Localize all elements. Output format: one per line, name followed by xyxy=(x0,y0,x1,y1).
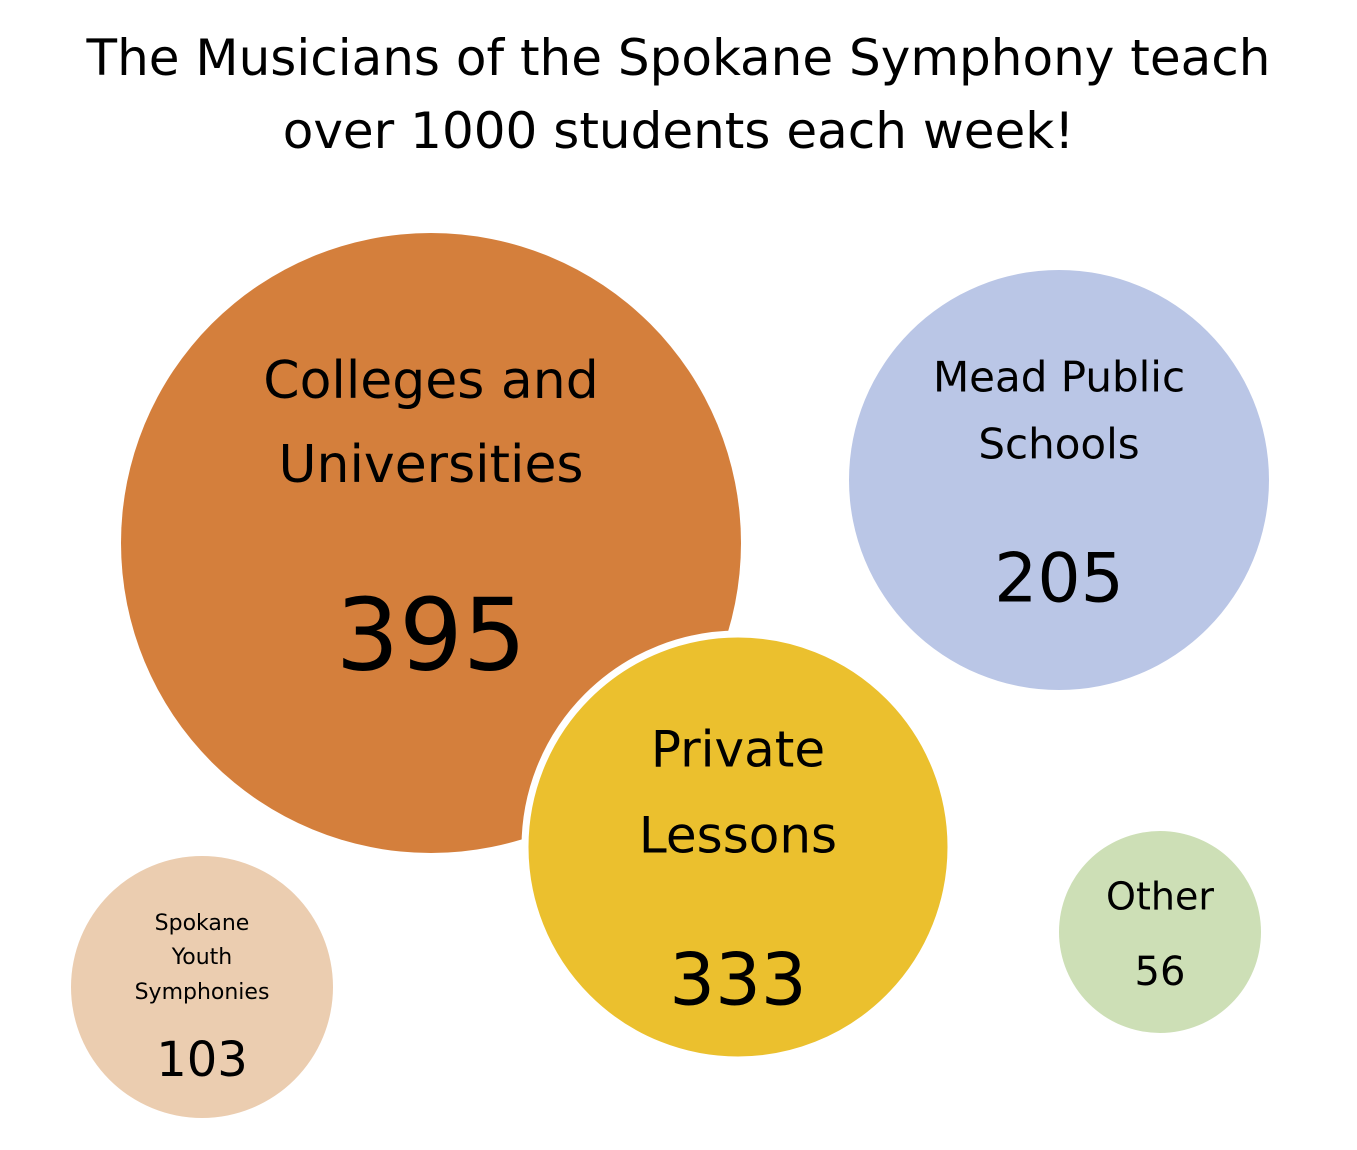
bubble-mead-public-schools: Mead Public Schools 205 xyxy=(849,270,1269,690)
bubble-label-colleges-universities-line-2: Universities xyxy=(278,435,583,495)
bubble-spokane-youth-symphonies: Spokane Youth Symphonies 103 xyxy=(71,856,333,1118)
bubble-other: Other 56 xyxy=(1059,831,1261,1033)
chart-title-line-2: over 1000 students each week! xyxy=(282,102,1075,160)
bubble-value-spokane-youth-symphonies: 103 xyxy=(156,1032,248,1088)
bubble-label-spokane-youth-symphonies-line-2: Youth xyxy=(171,945,233,970)
bubble-value-private-lessons: 333 xyxy=(669,938,806,1022)
bubble-colleges-universities: Colleges and Universities 395 xyxy=(121,233,741,853)
bubble-circle-mead-public-schools xyxy=(849,270,1269,690)
bubble-circle-spokane-youth-symphonies xyxy=(71,856,333,1118)
bubble-label-mead-public-schools-line-1: Mead Public xyxy=(933,353,1185,402)
bubble-label-spokane-youth-symphonies-line-3: Symphonies xyxy=(135,980,270,1005)
bubble-label-private-lessons-line-2: Lessons xyxy=(639,807,837,865)
bubble-circle-other xyxy=(1059,831,1261,1033)
bubble-label-colleges-universities-line-1: Colleges and xyxy=(263,351,598,411)
bubble-label-private-lessons-line-1: Private xyxy=(651,721,825,779)
bubble-value-mead-public-schools: 205 xyxy=(994,540,1124,619)
bubble-value-colleges-universities: 395 xyxy=(336,576,527,693)
bubble-value-other: 56 xyxy=(1135,949,1186,995)
bubble-label-spokane-youth-symphonies-line-1: Spokane xyxy=(155,911,250,936)
chart-title-line-1: The Musicians of the Spokane Symphony te… xyxy=(86,29,1271,87)
bubble-label-other-line-1: Other xyxy=(1106,875,1214,919)
chart-title: The Musicians of the Spokane Symphony te… xyxy=(0,22,1357,168)
bubble-circle-private-lessons xyxy=(521,630,955,1064)
bubble-private-lessons: Private Lessons 333 xyxy=(521,630,955,1064)
bubble-label-mead-public-schools-line-2: Schools xyxy=(978,420,1139,469)
